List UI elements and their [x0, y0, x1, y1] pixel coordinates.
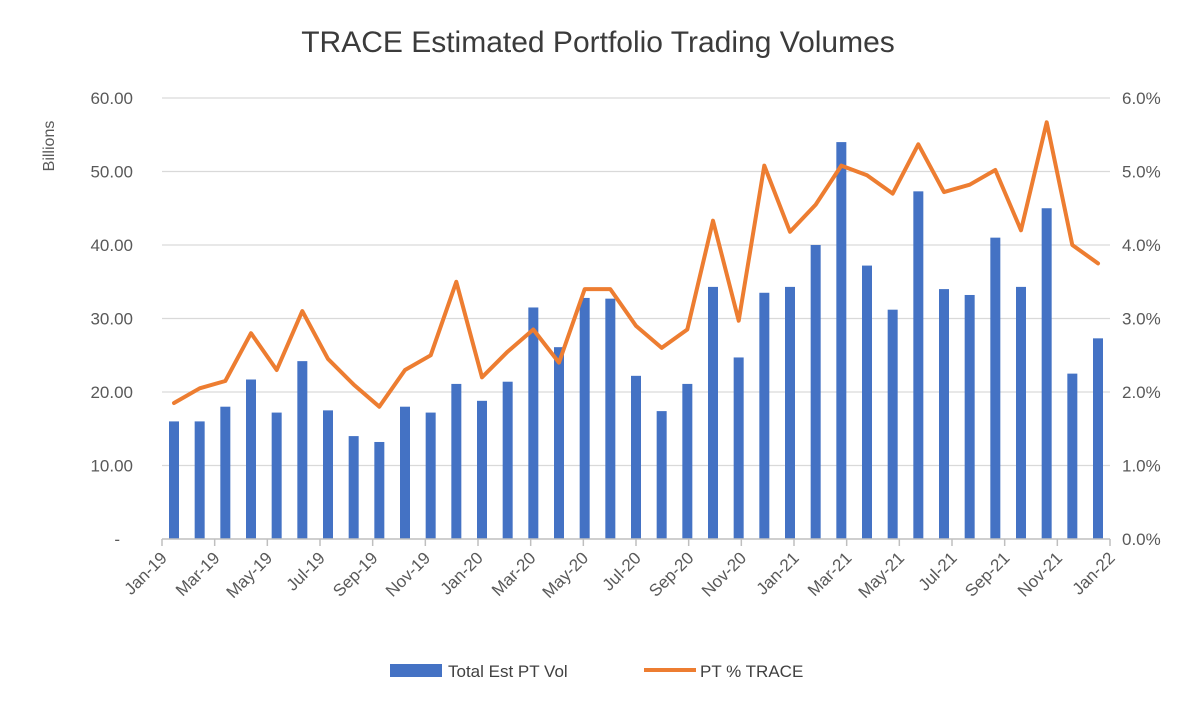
- bar: [220, 406, 231, 539]
- bar: [913, 191, 924, 539]
- x-tick-label: Jul-19: [283, 548, 329, 594]
- bar: [502, 381, 513, 539]
- x-tick-label: Nov-20: [698, 548, 750, 600]
- y-left-tick-label: 10.00: [90, 457, 133, 476]
- bar: [1093, 338, 1103, 539]
- x-tick-label: Jan-20: [437, 548, 487, 598]
- legend-swatch-bar: [390, 664, 442, 677]
- y-left-tick-label: 60.00: [90, 89, 133, 108]
- y-right-tick-label: 5.0%: [1122, 163, 1161, 182]
- y-left-tick-label: 40.00: [90, 236, 133, 255]
- bar-series: [169, 142, 1103, 539]
- x-tick-label: Jul-21: [915, 548, 961, 594]
- bar: [425, 412, 436, 539]
- bar: [631, 375, 641, 539]
- y-left-tick-label: 30.00: [90, 310, 133, 329]
- x-tick-label: Mar-19: [172, 548, 224, 600]
- bar: [708, 286, 718, 539]
- x-tick-label: May-19: [223, 548, 277, 602]
- y-right-tick-label: 0.0%: [1122, 530, 1161, 549]
- x-tick-label: Jan-22: [1069, 548, 1119, 598]
- legend: Total Est PT Vol PT % TRACE: [390, 662, 803, 681]
- bar: [682, 383, 693, 539]
- bar: [939, 289, 949, 539]
- bar: [246, 379, 256, 539]
- bar: [348, 436, 359, 539]
- bar: [400, 406, 410, 539]
- bar: [271, 412, 282, 539]
- bar: [554, 347, 564, 539]
- bar: [1067, 373, 1078, 539]
- bar: [194, 421, 205, 539]
- bar: [1016, 286, 1026, 539]
- x-tick-label: May-20: [539, 548, 593, 602]
- bar: [836, 142, 847, 539]
- bar: [451, 383, 462, 539]
- x-axis: Jan-19 Mar-19 May-19 Jul-19 Sep-19 Nov-19 Jan-…: [121, 538, 1119, 602]
- x-tick-label: Jan-19: [121, 548, 171, 598]
- y-right-tick-label: 2.0%: [1122, 383, 1161, 402]
- x-tick-label: Mar-21: [804, 548, 856, 600]
- legend-label-line: PT % TRACE: [700, 662, 803, 681]
- line-path: [172, 120, 1100, 409]
- bar: [1041, 208, 1052, 539]
- gridlines: [162, 97, 1110, 467]
- x-tick-label: Sep-20: [645, 548, 697, 600]
- bar: [733, 357, 744, 539]
- line-series: [172, 120, 1100, 409]
- y-left-tick-label: 20.00: [90, 383, 133, 402]
- x-tick-label: Jan-21: [753, 548, 803, 598]
- bar: [887, 309, 898, 539]
- bar: [862, 265, 872, 539]
- x-tick-label: Mar-20: [488, 548, 540, 600]
- bar: [656, 411, 667, 539]
- bar: [579, 297, 590, 539]
- legend-label-bar: Total Est PT Vol: [448, 662, 568, 681]
- x-tick-label: Sep-19: [329, 548, 381, 600]
- y-right-tick-label: 3.0%: [1122, 310, 1161, 329]
- y-right-tick-label: 1.0%: [1122, 457, 1161, 476]
- x-tick-label: Nov-21: [1014, 548, 1066, 600]
- bar: [990, 237, 1001, 539]
- x-tick-label: Sep-21: [961, 548, 1013, 600]
- y-right-tick-labels: 0.0% 1.0% 2.0% 3.0% 4.0% 5.0% 6.0%: [1122, 89, 1161, 549]
- bar: [477, 400, 487, 539]
- bar: [169, 421, 179, 539]
- bar: [964, 294, 975, 539]
- bar: [323, 410, 333, 539]
- x-tick-label: May-21: [855, 548, 909, 602]
- y-right-tick-label: 6.0%: [1122, 89, 1161, 108]
- x-tick-label: Jul-20: [599, 548, 645, 594]
- x-tick-label: Nov-19: [382, 548, 434, 600]
- bar: [605, 298, 616, 539]
- bar: [785, 286, 795, 539]
- y-left-tick-label: -: [114, 530, 120, 549]
- y-axis-label: Billions: [41, 121, 58, 172]
- bar: [810, 245, 821, 539]
- bar: [297, 361, 308, 539]
- bar: [528, 307, 539, 539]
- y-left-tick-labels: - 10.00 20.00 30.00 40.00 50.00 60.00: [90, 89, 133, 549]
- y-right-tick-label: 4.0%: [1122, 236, 1161, 255]
- bar: [374, 441, 385, 539]
- chart-title: TRACE Estimated Portfolio Trading Volume…: [301, 26, 895, 59]
- y-left-tick-label: 50.00: [90, 163, 133, 182]
- bar: [759, 292, 770, 539]
